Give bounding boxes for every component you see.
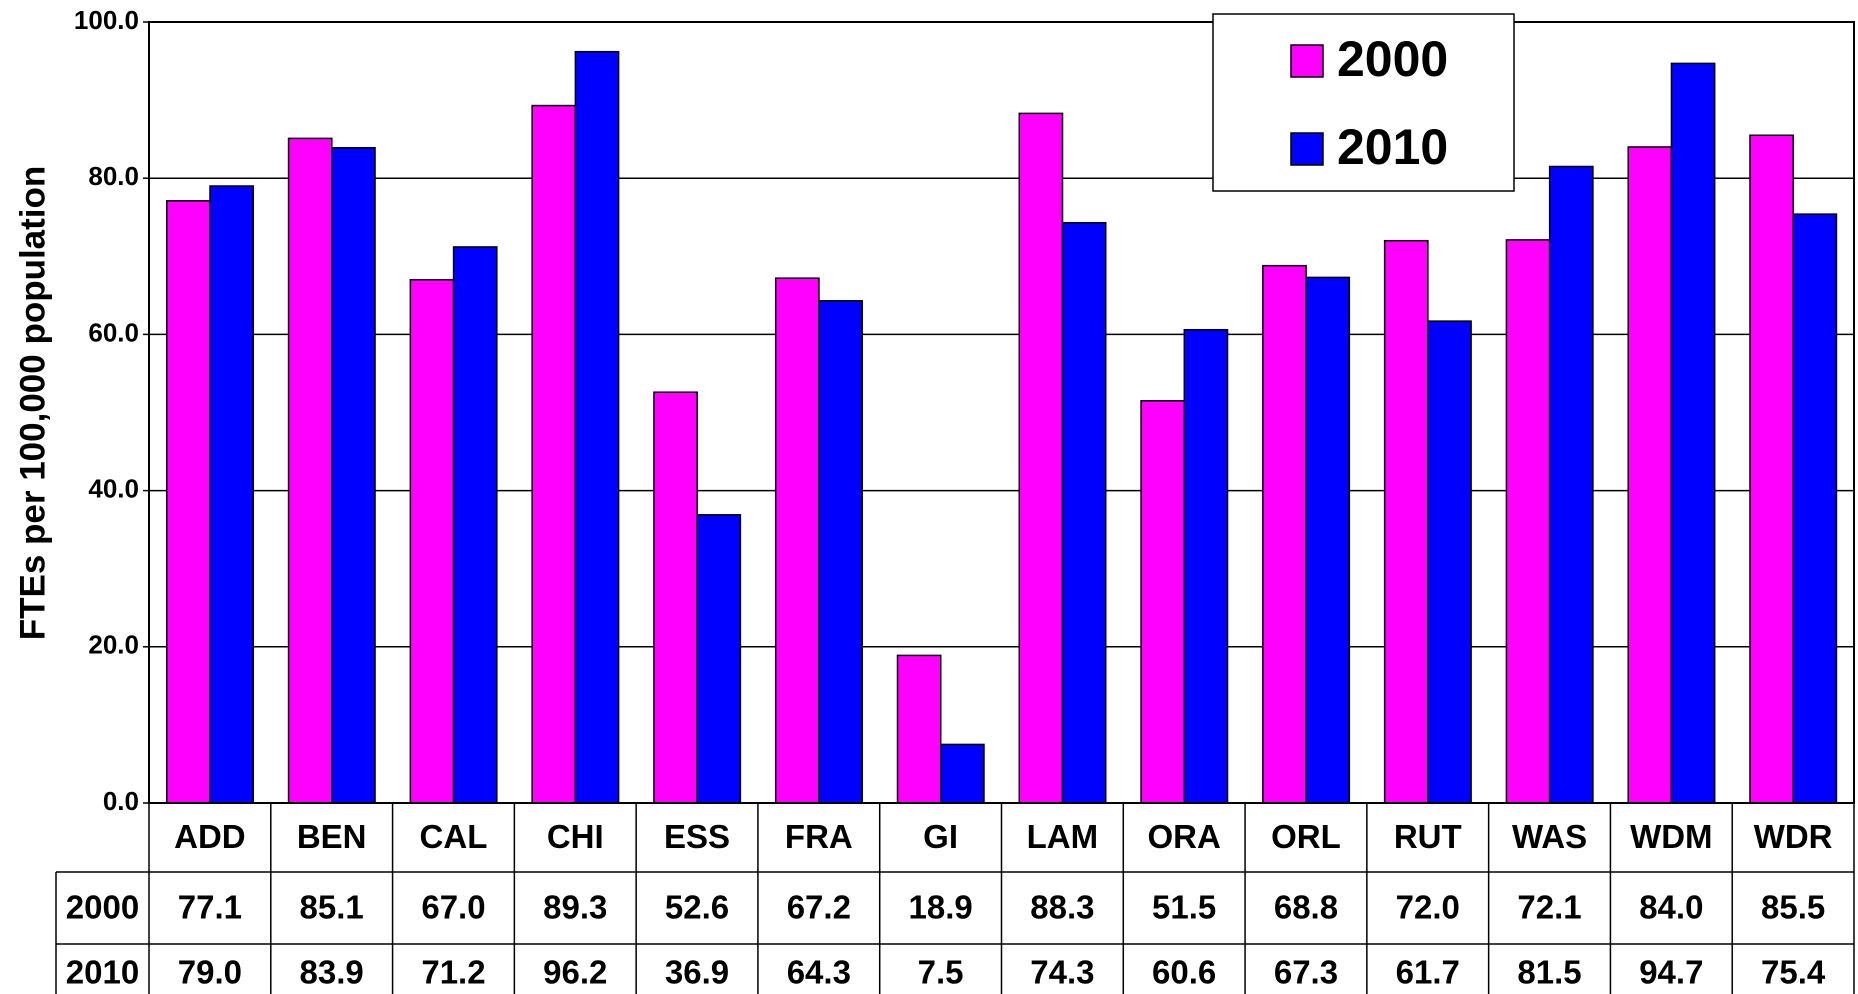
x-tick-label: RUT (1394, 818, 1462, 855)
bar (818, 300, 863, 804)
legend-swatch (1290, 132, 1324, 166)
table-value: 71.2 (421, 954, 485, 991)
bar (209, 185, 254, 804)
table-value: 79.0 (178, 954, 242, 991)
bar (939, 743, 985, 804)
table-row-header: 2010 (66, 954, 139, 991)
table-value: 68.8 (1274, 889, 1338, 926)
x-tick-label: LAM (1027, 818, 1098, 855)
plot-frame (148, 21, 1855, 804)
table-value: 7.5 (918, 954, 964, 991)
x-tick-label: GI (923, 818, 958, 855)
table-value: 83.9 (300, 954, 364, 991)
y-tick-label: 80.0 (88, 161, 139, 191)
bar (653, 391, 698, 804)
x-tick-label: FRA (785, 818, 853, 855)
x-tick-label: WDR (1754, 818, 1833, 855)
bar (452, 246, 498, 804)
table-value: 67.2 (787, 889, 851, 926)
y-tick-label: 20.0 (88, 630, 139, 660)
table-value: 67.0 (421, 889, 485, 926)
table-value: 18.9 (908, 889, 972, 926)
table-value: 52.6 (665, 889, 729, 926)
legend-box (1212, 13, 1515, 192)
x-tick-label: WAS (1512, 818, 1587, 855)
bar (1262, 264, 1307, 804)
bar (1183, 328, 1229, 804)
x-tick-label: CHI (547, 818, 604, 855)
bar (1749, 134, 1794, 804)
legend-swatch (1290, 44, 1324, 78)
x-tick-label: CAL (420, 818, 488, 855)
bar (1018, 112, 1064, 804)
table-value: 96.2 (543, 954, 607, 991)
table-value: 67.3 (1274, 954, 1338, 991)
bar (166, 200, 211, 804)
bar (1627, 146, 1673, 804)
legend-label: 2000 (1337, 31, 1448, 87)
table-value: 77.1 (178, 889, 242, 926)
table-row-header: 2000 (66, 889, 139, 926)
x-tick-label: BEN (297, 818, 367, 855)
bar (1427, 320, 1472, 804)
table-value: 85.5 (1761, 889, 1825, 926)
y-tick-label: 60.0 (88, 317, 139, 347)
table-value: 72.0 (1396, 889, 1460, 926)
table-value: 61.7 (1396, 954, 1460, 991)
bar (531, 104, 577, 804)
bar (409, 278, 455, 804)
y-tick-label: 100.0 (74, 5, 139, 35)
table-value: 72.1 (1517, 889, 1581, 926)
bar (331, 146, 376, 804)
legend-label: 2010 (1337, 119, 1448, 175)
x-tick-label: ORA (1148, 818, 1221, 855)
y-axis-label: FTEs per 100,000 population (13, 166, 52, 641)
bar (1548, 165, 1594, 804)
table-value: 51.5 (1152, 889, 1216, 926)
y-tick-label: 40.0 (88, 473, 139, 503)
table-value: 81.5 (1517, 954, 1581, 991)
table-value: 36.9 (665, 954, 729, 991)
table-value: 74.3 (1030, 954, 1094, 991)
bar (1140, 400, 1186, 804)
table-value: 60.6 (1152, 954, 1216, 991)
bar (774, 277, 820, 804)
x-tick-label: ESS (664, 818, 730, 855)
table-value: 64.3 (787, 954, 851, 991)
bar (574, 50, 620, 804)
x-tick-label: ADD (174, 818, 246, 855)
bar (696, 514, 742, 804)
table-value: 88.3 (1030, 889, 1094, 926)
bar (1061, 221, 1107, 804)
table-value: 94.7 (1639, 954, 1703, 991)
bar (896, 654, 942, 804)
bar (1505, 239, 1551, 804)
x-tick-label: WDM (1630, 818, 1712, 855)
table-value: 84.0 (1639, 889, 1703, 926)
table-value: 89.3 (543, 889, 607, 926)
table-value: 85.1 (300, 889, 364, 926)
bar (1383, 239, 1429, 804)
bar (287, 137, 333, 804)
y-tick-label: 0.0 (103, 786, 139, 816)
x-tick-label: ORL (1271, 818, 1341, 855)
table-value: 75.4 (1761, 954, 1826, 991)
bar (1305, 276, 1351, 804)
bar (1792, 213, 1838, 804)
bar (1670, 62, 1716, 804)
